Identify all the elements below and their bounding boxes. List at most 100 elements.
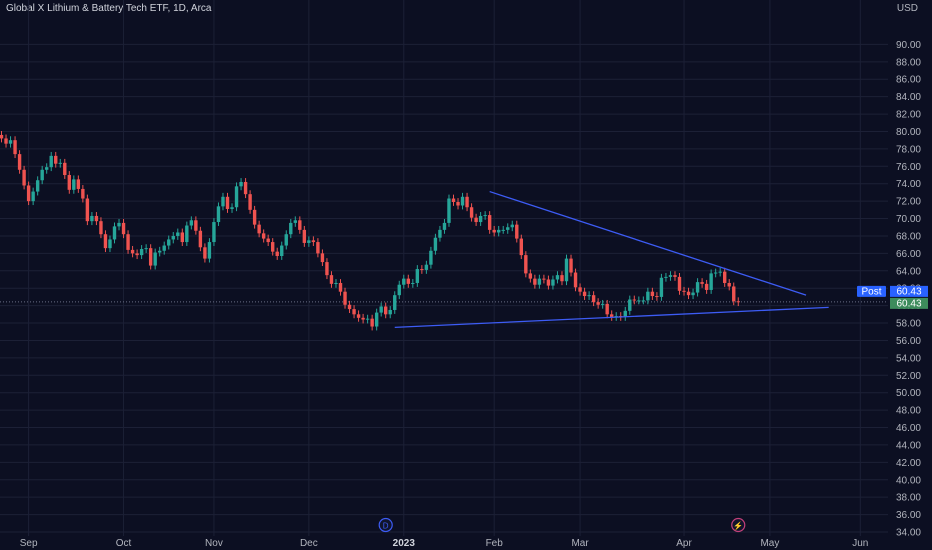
candle-body[interactable] <box>682 290 686 292</box>
candle-body[interactable] <box>402 278 406 285</box>
candle-body[interactable] <box>429 250 433 265</box>
candle-body[interactable] <box>45 167 49 170</box>
candle-body[interactable] <box>537 278 542 285</box>
candle-body[interactable] <box>67 175 71 190</box>
candle-body[interactable] <box>641 300 646 302</box>
candle-body[interactable] <box>569 258 573 273</box>
candle-body[interactable] <box>451 198 456 203</box>
candle-body[interactable] <box>176 232 180 236</box>
candle-body[interactable] <box>501 229 505 231</box>
candle-body[interactable] <box>474 217 478 223</box>
candle-body[interactable] <box>379 306 383 313</box>
upper-trendline[interactable] <box>489 190 807 296</box>
candle-body[interactable] <box>31 191 35 202</box>
candle-body[interactable] <box>433 237 438 251</box>
candle-body[interactable] <box>456 202 460 206</box>
candle-body[interactable] <box>343 291 347 305</box>
candle-body[interactable] <box>732 286 736 302</box>
candle-body[interactable] <box>587 295 591 297</box>
candle-body[interactable] <box>438 229 442 238</box>
candle-body[interactable] <box>605 303 609 315</box>
candle-body[interactable] <box>555 275 560 280</box>
candle-body[interactable] <box>289 222 293 235</box>
candle-body[interactable] <box>591 295 596 303</box>
candle-body[interactable] <box>411 282 415 284</box>
candle-body[interactable] <box>81 188 85 199</box>
candle-body[interactable] <box>406 278 410 284</box>
candle-body[interactable] <box>225 196 230 209</box>
candle-body[interactable] <box>320 253 325 263</box>
candle-body[interactable] <box>424 264 429 270</box>
candle-body[interactable] <box>655 296 659 298</box>
candle-body[interactable] <box>13 140 17 155</box>
candle-body[interactable] <box>338 282 343 292</box>
candle-body[interactable] <box>519 238 523 256</box>
candle-body[interactable] <box>302 229 307 243</box>
candle-body[interactable] <box>334 282 338 284</box>
candle-body[interactable] <box>72 179 76 190</box>
candle-body[interactable] <box>650 291 655 297</box>
candle-body[interactable] <box>307 240 311 243</box>
candle-body[interactable] <box>261 233 266 239</box>
candle-body[interactable] <box>415 269 420 283</box>
candle-body[interactable] <box>26 185 31 202</box>
candle-body[interactable] <box>158 250 162 253</box>
candle-body[interactable] <box>234 186 239 208</box>
candle-body[interactable] <box>460 196 465 206</box>
candle-body[interactable] <box>8 140 13 144</box>
candle-body[interactable] <box>623 310 627 317</box>
candle-body[interactable] <box>506 227 510 230</box>
candle-body[interactable] <box>153 252 157 266</box>
candle-body[interactable] <box>497 229 501 233</box>
candle-body[interactable] <box>347 304 352 310</box>
candle-body[interactable] <box>361 317 365 320</box>
candle-body[interactable] <box>718 271 722 273</box>
candle-body[interactable] <box>727 282 731 287</box>
candle-body[interactable] <box>610 314 614 317</box>
candle-body[interactable] <box>384 306 388 315</box>
candle-body[interactable] <box>524 255 528 274</box>
candle-body[interactable] <box>356 314 361 318</box>
candle-body[interactable] <box>329 275 334 284</box>
candle-body[interactable] <box>139 249 144 256</box>
candle-body[interactable] <box>180 232 184 243</box>
candle-body[interactable] <box>4 138 8 144</box>
candle-body[interactable] <box>632 299 636 301</box>
candle-body[interactable] <box>63 162 67 176</box>
candle-body[interactable] <box>695 282 700 293</box>
candle-body[interactable] <box>94 215 99 222</box>
candle-body[interactable] <box>578 287 582 292</box>
candle-body[interactable] <box>668 275 673 277</box>
candle-body[interactable] <box>582 291 587 297</box>
candle-body[interactable] <box>266 238 270 243</box>
candle-body[interactable] <box>723 271 727 283</box>
candle-body[interactable] <box>646 291 650 301</box>
candle-body[interactable] <box>167 239 171 246</box>
candle-body[interactable] <box>203 247 207 259</box>
candle-body[interactable] <box>483 215 487 217</box>
candle-body[interactable] <box>546 279 551 286</box>
candle-body[interactable] <box>393 295 397 310</box>
candle-body[interactable] <box>560 275 564 282</box>
candle-body[interactable] <box>510 224 514 228</box>
candle-body[interactable] <box>280 245 284 256</box>
candle-body[interactable] <box>76 179 81 189</box>
candle-body[interactable] <box>54 155 58 164</box>
candle-body[interactable] <box>442 222 447 230</box>
candle-body[interactable] <box>117 222 121 227</box>
candle-body[interactable] <box>465 196 469 208</box>
candle-body[interactable] <box>194 220 198 231</box>
candle-body[interactable] <box>515 224 519 239</box>
candle-body[interactable] <box>0 134 4 139</box>
candle-body[interactable] <box>108 239 112 249</box>
candle-body[interactable] <box>325 262 329 276</box>
candle-body[interactable] <box>533 278 537 285</box>
candle-body[interactable] <box>492 229 496 233</box>
candle-body[interactable] <box>365 318 370 320</box>
candle-body[interactable] <box>130 249 135 254</box>
candle-body[interactable] <box>85 198 90 222</box>
candle-body[interactable] <box>189 220 194 226</box>
candle-body[interactable] <box>528 273 533 279</box>
earnings-marker[interactable] <box>731 517 746 533</box>
